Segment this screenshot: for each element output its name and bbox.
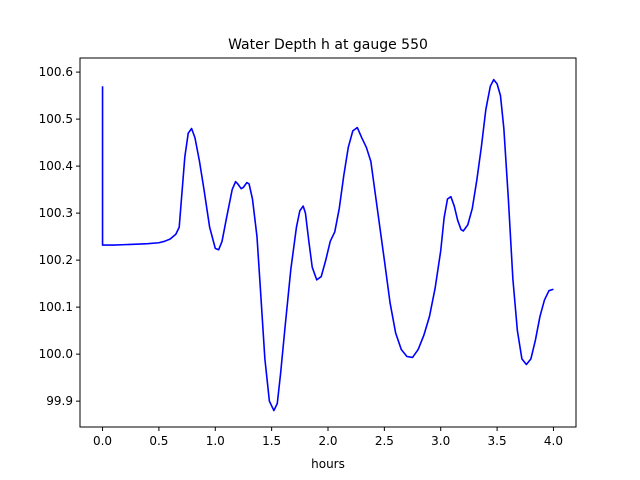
y-tick-label: 100.2	[39, 253, 73, 267]
x-axis-label: hours	[311, 457, 345, 471]
y-tick-label: 100.5	[39, 112, 73, 126]
chart-title: Water Depth h at gauge 550	[228, 37, 428, 53]
y-tick-label: 100.0	[39, 347, 73, 361]
y-tick-label: 100.4	[39, 159, 73, 173]
x-tick-label: 4.0	[544, 434, 563, 448]
x-tick-label: 3.5	[488, 434, 507, 448]
x-tick-label: 3.0	[431, 434, 450, 448]
x-tick-label: 2.0	[318, 434, 337, 448]
y-axis-ticks: 99.9 100.0 100.1 100.2 100.3 100.4 100.5 100.6	[39, 65, 80, 408]
y-tick-label: 100.3	[39, 206, 73, 220]
x-tick-label: 1.5	[262, 434, 281, 448]
plot-lines	[101, 78, 554, 412]
x-axis-ticks: 0.0 0.5 1.0 1.5 2.0 2.5 3.0 3.5 4.0	[93, 427, 563, 448]
x-tick-label: 0.5	[149, 434, 168, 448]
x-tick-label: 1.0	[206, 434, 225, 448]
x-tick-label: 0.0	[93, 434, 112, 448]
y-tick-label: 100.6	[39, 65, 73, 79]
y-tick-label: 99.9	[46, 394, 73, 408]
x-tick-label: 2.5	[375, 434, 394, 448]
y-tick-label: 100.1	[39, 300, 73, 314]
series-line-0	[101, 78, 554, 412]
